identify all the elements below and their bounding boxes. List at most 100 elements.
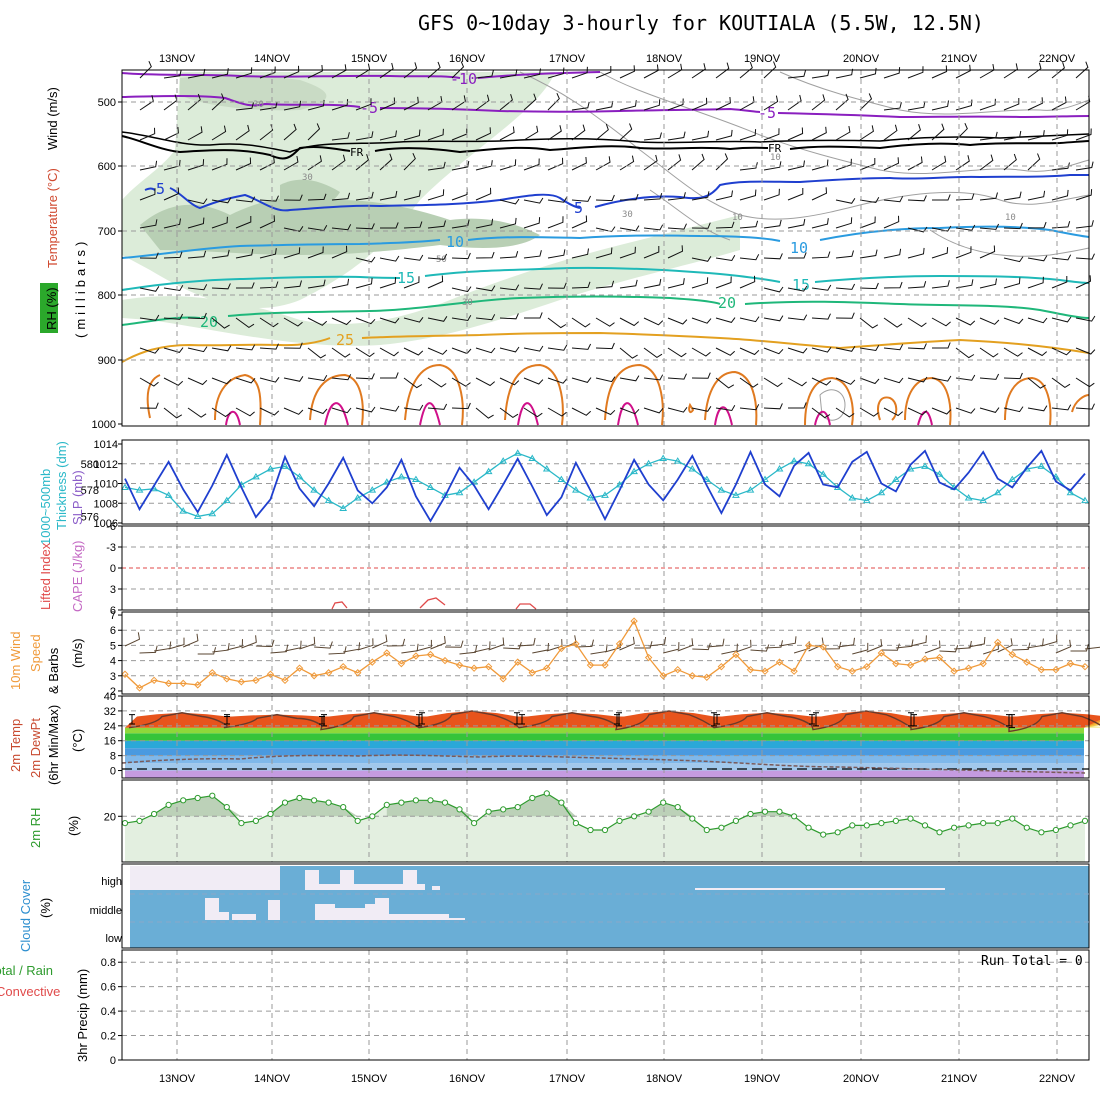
wind-barb xyxy=(859,125,874,141)
thickness-marker xyxy=(979,496,988,504)
temp-minmax-bar xyxy=(616,712,622,727)
wind-speed-marker xyxy=(310,672,318,680)
wind-barb xyxy=(403,404,424,411)
wind-barb xyxy=(499,407,519,419)
wind-barb xyxy=(1051,254,1072,261)
label-rh-unit: (%) xyxy=(66,816,81,836)
wind-barb xyxy=(787,314,808,321)
tick-label: 7 xyxy=(110,610,116,622)
wind-barb xyxy=(691,347,711,357)
wind-barb xyxy=(523,283,543,290)
wind-barb xyxy=(763,315,784,322)
rh-marker xyxy=(369,813,376,820)
thickness-marker xyxy=(862,496,871,504)
wind-barb xyxy=(499,284,520,291)
wind-barb xyxy=(787,347,808,354)
wind-barb xyxy=(619,123,633,141)
wind-barb xyxy=(859,282,879,290)
label-wind-b: Speed xyxy=(28,634,43,672)
wind-barb xyxy=(235,344,256,351)
wind-barb xyxy=(1075,95,1091,111)
wind-barb xyxy=(211,345,232,352)
label-rh10-a: 10 xyxy=(770,153,781,163)
wind-barb xyxy=(739,96,755,111)
thickness-marker xyxy=(179,507,188,514)
wind-barb xyxy=(859,67,877,79)
wind-barb xyxy=(859,407,879,417)
wind-barb xyxy=(835,217,853,229)
wind-barb xyxy=(331,99,349,111)
wind-barb xyxy=(859,345,880,352)
rh-marker xyxy=(267,810,274,818)
wind-barb-10m xyxy=(692,642,711,651)
wind-barb xyxy=(667,63,683,79)
wind-barb xyxy=(427,161,446,171)
wind-barb xyxy=(691,406,712,412)
rh-marker xyxy=(703,826,710,834)
wind-barb xyxy=(235,248,254,259)
label-precip-c: 3hr Precip (mm) xyxy=(75,969,90,1062)
wind-barb xyxy=(499,377,520,386)
wind-barb xyxy=(619,279,638,289)
wind-barb-10m xyxy=(721,643,738,655)
wind-barb xyxy=(379,255,400,262)
wind-barb xyxy=(475,94,490,111)
wind-barb xyxy=(763,128,780,141)
wind-barb xyxy=(883,124,898,141)
wind-barb xyxy=(883,281,903,289)
wind-barb xyxy=(1051,276,1068,289)
wind-barb xyxy=(451,95,466,111)
wind-barb xyxy=(931,407,952,415)
wind-barb xyxy=(763,286,784,293)
wind-speed-marker xyxy=(790,667,798,675)
thickness-marker xyxy=(732,491,740,498)
wind-barb xyxy=(979,373,1000,380)
wind-barb xyxy=(211,249,230,259)
wind-speed-marker xyxy=(1037,665,1046,674)
wind-barb-10m xyxy=(561,635,577,650)
wind-barb xyxy=(259,195,279,202)
cloud-panel: high middle low Cloud Cover (%) xyxy=(18,863,1090,952)
wind-barb xyxy=(451,252,471,260)
wind-barb xyxy=(739,220,759,229)
wind-barb xyxy=(667,317,688,325)
wind-barb xyxy=(691,63,706,79)
wind-barb xyxy=(259,101,278,111)
wind-barb-10m xyxy=(459,645,478,655)
wind-speed-marker xyxy=(528,669,536,677)
wind-barb xyxy=(355,131,374,141)
rh-marker xyxy=(674,804,681,811)
wind-barb xyxy=(283,156,299,171)
wind-barb xyxy=(1027,153,1041,171)
thickness-marker xyxy=(339,504,348,512)
wind-barb xyxy=(955,279,974,289)
rh-marker xyxy=(631,813,638,820)
wind-barb xyxy=(427,61,441,79)
temp-line xyxy=(128,710,1100,733)
wind-barb-10m xyxy=(954,640,972,650)
label-rh-2m: 2m RH xyxy=(28,808,43,848)
rh-marker xyxy=(485,808,492,815)
wind-barb xyxy=(643,224,664,231)
temp-fill-layer xyxy=(125,710,1100,728)
tick-label: 6 xyxy=(110,605,116,617)
wind-speed-marker xyxy=(223,675,231,683)
wind-barb xyxy=(955,246,972,259)
wind-barb-10m xyxy=(619,636,635,651)
wind-barb xyxy=(619,225,640,232)
wind-speed-marker xyxy=(703,673,711,682)
wind-barb xyxy=(883,196,904,203)
wind-barb xyxy=(667,347,687,358)
wind-barb xyxy=(187,126,203,141)
wind-barb xyxy=(883,317,903,328)
wind-ticks: 7 6 5 4 3 2 xyxy=(110,610,122,698)
wind-barb xyxy=(979,192,998,201)
wind-barb xyxy=(283,65,300,79)
wind-barb xyxy=(547,157,564,171)
dewpoint-line xyxy=(121,754,1086,774)
day-label-top: 21NOV xyxy=(941,53,978,65)
wind-speed-marker xyxy=(194,681,202,689)
wind-barb xyxy=(307,407,328,415)
wind-barb xyxy=(595,280,615,289)
